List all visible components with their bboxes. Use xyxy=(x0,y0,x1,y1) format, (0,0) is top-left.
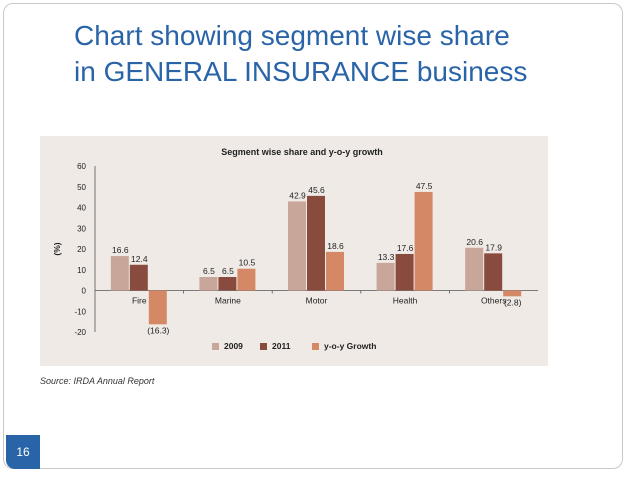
data-label: (16.3) xyxy=(147,325,169,335)
bar-others-y-o-y-growth xyxy=(503,290,522,297)
data-label: (2.8) xyxy=(504,297,522,307)
data-label: 47.5 xyxy=(416,181,433,191)
data-label: 45.6 xyxy=(308,185,325,195)
bar-fire-2011 xyxy=(129,264,148,291)
data-label: 18.6 xyxy=(327,241,344,251)
slide-title: Chart showing segment wise share in GENE… xyxy=(74,18,614,90)
bar-health-2009 xyxy=(376,262,395,291)
y-tick-label: -20 xyxy=(74,328,86,337)
chart-title: Segment wise share and y-o-y growth xyxy=(221,147,383,157)
y-tick-label: 50 xyxy=(77,183,86,192)
page-number: 16 xyxy=(6,435,40,469)
slide-frame xyxy=(3,3,623,469)
legend-swatch xyxy=(312,343,319,350)
bar-motor-2011 xyxy=(307,195,325,291)
category-label: Health xyxy=(393,296,418,306)
y-tick-label: 30 xyxy=(77,224,86,233)
legend-label: y-o-y Growth xyxy=(324,341,376,351)
data-label: 20.6 xyxy=(466,237,483,247)
bar-marine-2009 xyxy=(199,277,218,291)
y-tick-label: 20 xyxy=(77,245,86,254)
data-label: 6.5 xyxy=(222,266,234,276)
data-label: 42.9 xyxy=(289,190,306,200)
y-tick-label: 10 xyxy=(77,266,86,275)
legend-label: 2011 xyxy=(272,341,291,351)
bar-motor-2009 xyxy=(288,201,306,291)
legend-label: 2009 xyxy=(224,341,243,351)
bar-health-2011 xyxy=(395,253,414,291)
data-label: 12.4 xyxy=(131,254,148,264)
data-label: 17.9 xyxy=(485,242,502,252)
legend-swatch xyxy=(212,343,219,350)
y-tick-label: 0 xyxy=(82,287,87,296)
data-label: 16.6 xyxy=(112,245,129,255)
data-label: 17.6 xyxy=(397,243,414,253)
y-tick-label: -10 xyxy=(74,307,86,316)
bar-health-y-o-y-growth xyxy=(414,191,433,291)
data-label: 6.5 xyxy=(203,266,215,276)
segment-share-chart: Segment wise share and y-o-y growth (%) 60… xyxy=(52,147,538,351)
bar-others-2009 xyxy=(465,247,484,291)
bar-marine-y-o-y-growth xyxy=(237,268,256,291)
bar-motor-y-o-y-growth xyxy=(326,251,344,291)
legend-swatch xyxy=(260,343,267,350)
y-tick-label: 60 xyxy=(77,162,86,171)
category-label: Fire xyxy=(132,296,147,306)
category-label: Motor xyxy=(306,296,328,306)
data-label: 10.5 xyxy=(239,258,256,268)
bar-marine-2011 xyxy=(218,277,237,291)
bar-others-2011 xyxy=(484,253,503,291)
slide-title-line-2: in GENERAL INSURANCE business xyxy=(74,56,528,87)
chart-panel: Segment wise share and y-o-y growth (%) 60… xyxy=(40,136,548,366)
y-tick-label: 40 xyxy=(77,204,86,213)
bar-fire-2009 xyxy=(110,256,129,291)
y-axis-label: (%) xyxy=(52,242,62,255)
data-label: 13.3 xyxy=(378,252,395,262)
category-label: Others xyxy=(481,296,507,306)
slide-title-line-1: Chart showing segment wise share xyxy=(74,20,510,51)
source-note: Source: IRDA Annual Report xyxy=(40,376,155,386)
category-label: Marine xyxy=(215,296,241,306)
bar-fire-y-o-y-growth xyxy=(148,290,167,325)
